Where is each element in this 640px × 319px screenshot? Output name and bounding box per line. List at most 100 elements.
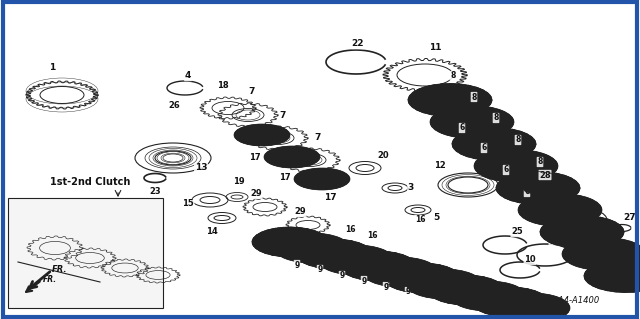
Text: 17: 17	[279, 174, 291, 182]
Text: 5: 5	[433, 213, 439, 222]
Ellipse shape	[234, 124, 290, 146]
Ellipse shape	[540, 216, 624, 249]
Text: 21: 21	[549, 238, 561, 247]
Text: 9: 9	[294, 261, 300, 270]
Bar	[8, 198, 163, 308]
Text: 8: 8	[538, 158, 543, 167]
Text: 17: 17	[249, 152, 261, 161]
Ellipse shape	[362, 257, 438, 287]
Ellipse shape	[318, 245, 394, 275]
Ellipse shape	[408, 84, 492, 116]
Ellipse shape	[566, 226, 597, 238]
Ellipse shape	[384, 263, 460, 293]
Text: SDA4-A1400: SDA4-A1400	[547, 296, 600, 305]
Ellipse shape	[494, 293, 570, 319]
Text: 6: 6	[460, 123, 465, 132]
Ellipse shape	[318, 245, 394, 275]
Text: 8: 8	[451, 71, 456, 80]
Text: 6: 6	[481, 144, 486, 152]
Text: 7: 7	[315, 133, 321, 143]
Text: 9: 9	[339, 271, 344, 280]
Ellipse shape	[474, 150, 558, 182]
Ellipse shape	[562, 238, 640, 271]
Ellipse shape	[294, 168, 350, 190]
Text: 19: 19	[233, 176, 245, 186]
Text: 4: 4	[185, 71, 191, 80]
Ellipse shape	[496, 172, 580, 204]
Text: 9: 9	[317, 265, 323, 275]
Ellipse shape	[518, 194, 602, 226]
Ellipse shape	[545, 204, 575, 216]
Text: 29: 29	[294, 207, 306, 217]
Text: 2: 2	[572, 243, 578, 253]
Ellipse shape	[500, 160, 531, 172]
Ellipse shape	[342, 255, 370, 265]
Ellipse shape	[384, 263, 460, 293]
Ellipse shape	[584, 259, 640, 293]
Ellipse shape	[523, 182, 554, 194]
Text: 12: 12	[434, 160, 446, 169]
Ellipse shape	[584, 259, 640, 293]
Text: 7: 7	[280, 110, 286, 120]
Ellipse shape	[496, 172, 580, 204]
Text: 6: 6	[524, 188, 530, 197]
Ellipse shape	[264, 146, 320, 168]
Text: 3: 3	[408, 183, 414, 192]
Text: 7: 7	[249, 87, 255, 97]
Text: 9: 9	[362, 277, 367, 286]
Text: 11: 11	[429, 42, 441, 51]
Text: 6: 6	[504, 166, 509, 174]
Ellipse shape	[540, 216, 624, 249]
Ellipse shape	[362, 257, 438, 287]
Text: 16: 16	[415, 216, 425, 225]
Ellipse shape	[234, 124, 290, 146]
Text: 9: 9	[383, 283, 388, 292]
Ellipse shape	[518, 302, 545, 314]
Ellipse shape	[408, 84, 492, 116]
Text: 16: 16	[367, 232, 377, 241]
Text: 10: 10	[524, 256, 536, 264]
Text: 15: 15	[182, 199, 194, 209]
Text: 20: 20	[377, 152, 389, 160]
Ellipse shape	[294, 168, 350, 190]
Ellipse shape	[306, 173, 338, 186]
Ellipse shape	[428, 275, 504, 305]
Text: 24: 24	[611, 240, 623, 249]
Text: 13: 13	[195, 164, 207, 173]
Ellipse shape	[246, 129, 278, 142]
Ellipse shape	[474, 150, 558, 182]
Ellipse shape	[479, 138, 509, 150]
Ellipse shape	[340, 251, 416, 281]
Ellipse shape	[364, 261, 392, 271]
Ellipse shape	[497, 296, 524, 308]
Ellipse shape	[518, 194, 602, 226]
Ellipse shape	[450, 281, 526, 311]
Ellipse shape	[435, 94, 465, 106]
Text: FR.: FR.	[52, 265, 67, 275]
Ellipse shape	[474, 291, 502, 301]
Ellipse shape	[452, 128, 536, 160]
Text: 26: 26	[584, 268, 596, 277]
Ellipse shape	[296, 239, 372, 269]
Text: 23: 23	[149, 188, 161, 197]
Text: 8: 8	[493, 114, 499, 122]
Ellipse shape	[274, 233, 350, 263]
Ellipse shape	[252, 227, 328, 257]
Ellipse shape	[276, 151, 308, 164]
Ellipse shape	[252, 227, 328, 257]
Text: 14: 14	[206, 227, 218, 236]
Text: 1st-2nd Clutch: 1st-2nd Clutch	[50, 177, 131, 187]
Ellipse shape	[428, 275, 504, 305]
Ellipse shape	[589, 248, 620, 260]
Ellipse shape	[340, 251, 416, 281]
Text: 29: 29	[250, 189, 262, 198]
Ellipse shape	[298, 242, 326, 254]
Text: 28: 28	[539, 170, 551, 180]
Ellipse shape	[321, 249, 348, 260]
Ellipse shape	[562, 238, 640, 271]
Ellipse shape	[387, 266, 413, 278]
Text: 1: 1	[49, 63, 55, 71]
Ellipse shape	[406, 269, 482, 299]
Ellipse shape	[452, 128, 536, 160]
Text: FR.: FR.	[43, 276, 57, 285]
